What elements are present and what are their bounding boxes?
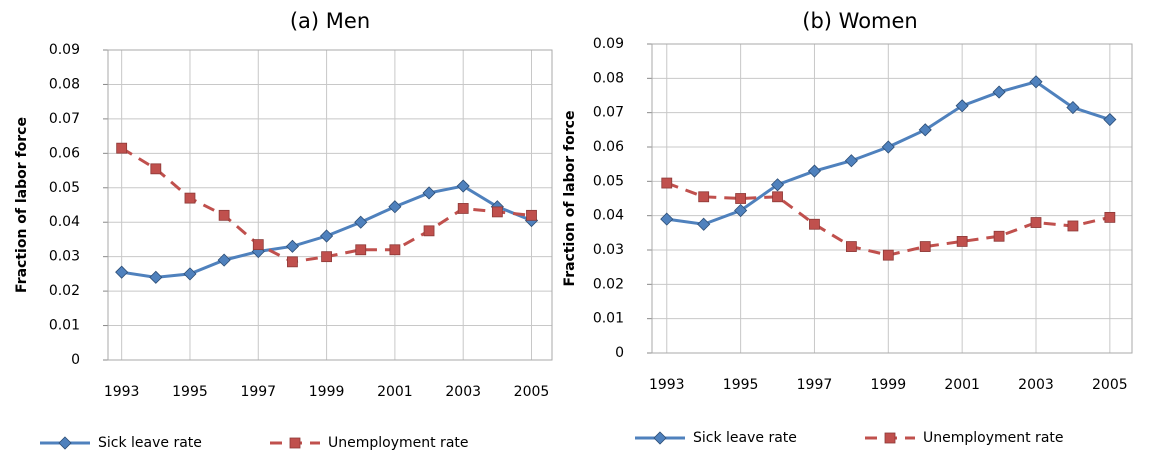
x-tick-label: 1993 bbox=[649, 377, 685, 393]
data-point bbox=[116, 142, 128, 154]
data-point bbox=[1067, 220, 1079, 232]
y-tick-label: 0 bbox=[71, 352, 80, 368]
x-tick-label: 1995 bbox=[723, 377, 759, 393]
data-point bbox=[993, 230, 1005, 242]
data-point bbox=[1104, 211, 1116, 223]
y-tick-label: 0.08 bbox=[49, 76, 80, 92]
data-point bbox=[735, 193, 747, 204]
data-point bbox=[1029, 75, 1043, 89]
y-axis-label: Fraction of labor force bbox=[562, 111, 578, 287]
data-point bbox=[287, 256, 298, 268]
x-tick-label: 1997 bbox=[797, 377, 833, 393]
data-point bbox=[354, 215, 368, 229]
x-tick-label: 1997 bbox=[240, 384, 276, 400]
y-tick-label: 0.09 bbox=[49, 42, 80, 58]
y-tick-label: 0.02 bbox=[593, 276, 624, 292]
data-point bbox=[456, 179, 470, 193]
data-point bbox=[845, 241, 857, 252]
legend-marker bbox=[289, 437, 301, 449]
y-tick-label: 0.03 bbox=[593, 242, 624, 258]
x-tick-label: 2001 bbox=[377, 384, 413, 400]
data-point bbox=[217, 253, 231, 267]
data-point bbox=[992, 85, 1006, 99]
data-point bbox=[734, 203, 748, 218]
x-tick-label: 1999 bbox=[870, 377, 906, 393]
data-point bbox=[149, 270, 163, 284]
data-point bbox=[697, 217, 711, 231]
data-point bbox=[844, 154, 858, 168]
data-point bbox=[184, 192, 196, 204]
x-tick-label: 2003 bbox=[1018, 377, 1054, 393]
y-tick-label: 0.05 bbox=[593, 173, 624, 189]
y-tick-label: 0 bbox=[615, 345, 624, 361]
data-point bbox=[661, 177, 673, 189]
y-tick-label: 0.01 bbox=[49, 318, 80, 334]
legend-marker bbox=[653, 431, 667, 445]
data-point bbox=[809, 218, 820, 230]
data-point bbox=[183, 267, 197, 281]
legend-label: Unemployment rate bbox=[923, 430, 1064, 446]
legend-marker bbox=[58, 436, 72, 450]
x-tick-label: 2001 bbox=[944, 377, 980, 393]
legend-label: Unemployment rate bbox=[328, 435, 469, 451]
plot-frame bbox=[107, 49, 553, 361]
data-point bbox=[388, 200, 402, 214]
data-point bbox=[218, 209, 230, 221]
y-axis-label: Fraction of labor force bbox=[14, 117, 30, 293]
x-tick-label: 2005 bbox=[514, 384, 550, 400]
data-point bbox=[321, 251, 332, 263]
y-tick-label: 0.07 bbox=[593, 105, 624, 121]
data-point bbox=[526, 209, 537, 221]
data-point bbox=[285, 239, 299, 253]
x-tick-label: 1995 bbox=[172, 384, 208, 400]
data-point bbox=[457, 203, 469, 214]
data-point bbox=[807, 164, 822, 178]
plot-frame bbox=[651, 43, 1133, 354]
y-tick-label: 0.06 bbox=[593, 139, 624, 155]
data-point bbox=[772, 191, 783, 203]
data-point bbox=[320, 229, 334, 243]
data-point bbox=[491, 206, 503, 218]
legend-label: Sick leave rate bbox=[693, 430, 797, 446]
data-point bbox=[150, 163, 162, 175]
data-point bbox=[918, 123, 932, 137]
y-tick-label: 0.04 bbox=[49, 214, 80, 230]
data-point bbox=[919, 241, 931, 252]
data-point bbox=[770, 178, 785, 192]
y-tick-label: 0.01 bbox=[593, 311, 624, 327]
y-tick-label: 0.08 bbox=[593, 70, 624, 86]
data-point bbox=[389, 244, 401, 256]
data-point bbox=[422, 186, 436, 200]
y-tick-label: 0.05 bbox=[49, 180, 80, 196]
data-point bbox=[698, 191, 710, 203]
x-tick-label: 1999 bbox=[309, 384, 345, 400]
y-tick-label: 0.04 bbox=[593, 208, 624, 224]
data-point bbox=[660, 212, 674, 226]
data-point bbox=[881, 140, 895, 154]
data-point bbox=[955, 99, 969, 113]
x-tick-label: 2005 bbox=[1092, 377, 1128, 393]
y-tick-label: 0.06 bbox=[49, 145, 80, 161]
legend-label: Sick leave rate bbox=[98, 435, 202, 451]
data-point bbox=[956, 236, 968, 247]
data-point bbox=[252, 239, 264, 251]
data-point bbox=[882, 249, 894, 261]
chart-title: (b) Women bbox=[802, 9, 917, 33]
data-point bbox=[1103, 112, 1117, 127]
data-point bbox=[1066, 100, 1080, 115]
data-point bbox=[423, 225, 435, 237]
y-tick-label: 0.03 bbox=[49, 249, 80, 265]
x-tick-label: 1993 bbox=[104, 384, 140, 400]
legend-marker bbox=[884, 432, 896, 444]
data-point bbox=[115, 265, 129, 279]
x-tick-label: 2003 bbox=[445, 384, 481, 400]
y-tick-label: 0.07 bbox=[49, 111, 80, 127]
data-point bbox=[355, 244, 367, 256]
y-tick-label: 0.02 bbox=[49, 283, 80, 299]
chart-title: (a) Men bbox=[290, 9, 370, 33]
data-point bbox=[1030, 217, 1042, 228]
y-tick-label: 0.09 bbox=[593, 36, 624, 52]
